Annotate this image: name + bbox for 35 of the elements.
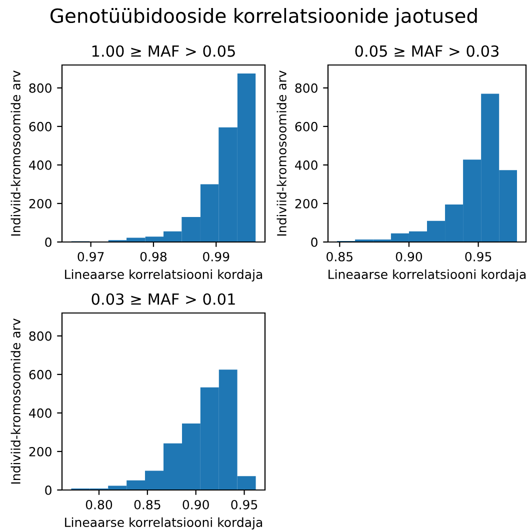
- x-tick-label: 0.85: [326, 252, 352, 262]
- x-tick-label: 0.80: [86, 500, 112, 510]
- y-tick-label: 600: [29, 122, 52, 132]
- y-tick-label: 400: [295, 160, 318, 170]
- x-tick-label: 0.95: [231, 500, 258, 510]
- y-axis-title: Indiviid-kromosoomide arv: [10, 318, 20, 484]
- x-axis-title: Lineaarse korrelatsiooni kordaja: [328, 269, 526, 282]
- chart-subtitle: 0.05 ≥ MAF > 0.03: [355, 45, 499, 57]
- y-tick-label: 800: [29, 83, 52, 93]
- y-tick-label: 0: [45, 485, 52, 495]
- x-tick-label: 0.90: [182, 500, 209, 510]
- y-tick-label: 0: [45, 237, 52, 247]
- x-tick-label: 0.97: [78, 252, 104, 262]
- chart-subtitle: 1.00 ≥ MAF > 0.05: [92, 45, 235, 57]
- y-tick-label: 400: [29, 160, 52, 170]
- chart-title: Genotüübidooside korrelatsioonide jaotused: [50, 8, 477, 27]
- y-tick-label: 600: [295, 122, 318, 132]
- y-axis-title: Indiviid-kromosoomide arv: [276, 70, 286, 236]
- chart-subtitle: 0.03 ≥ MAF > 0.01: [92, 293, 235, 305]
- x-tick-label: 0.85: [134, 500, 160, 510]
- y-axis-title: Indiviid-kromosoomide arv: [10, 70, 20, 236]
- y-tick-label: 0: [311, 237, 318, 247]
- x-axis-title: Lineaarse korrelatsiooni kordaja: [65, 517, 262, 530]
- y-tick-label: 200: [295, 198, 318, 208]
- y-tick-label: 600: [29, 370, 52, 380]
- x-tick-label: 0.98: [140, 252, 167, 262]
- y-tick-label: 800: [29, 331, 52, 341]
- y-tick-label: 400: [29, 408, 52, 418]
- x-tick-label: 0.90: [396, 252, 422, 262]
- y-tick-label: 800: [295, 83, 318, 93]
- x-tick-label: 0.95: [465, 252, 492, 262]
- x-tick-label: 0.99: [203, 252, 230, 262]
- y-tick-label: 200: [29, 446, 52, 456]
- x-axis-title: Lineaarse korrelatsiooni kordaja: [65, 269, 262, 282]
- y-tick-label: 200: [29, 198, 52, 208]
